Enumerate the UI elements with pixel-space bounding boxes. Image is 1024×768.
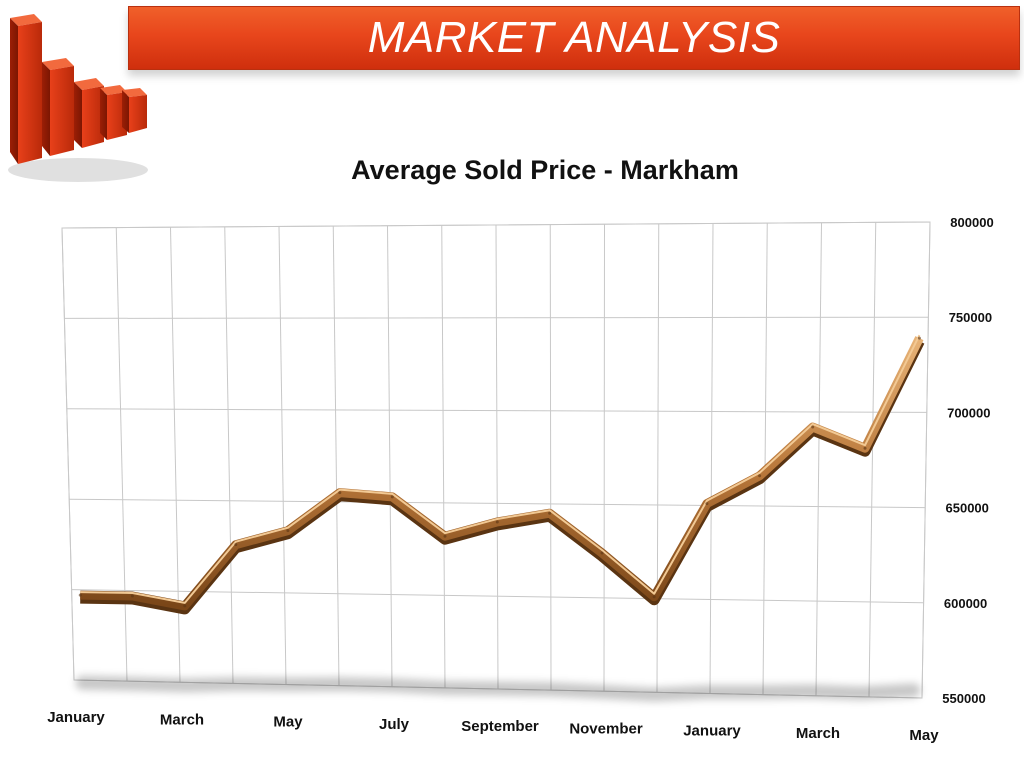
grid-line-vertical <box>332 226 340 686</box>
data-point <box>548 511 552 515</box>
banner-title: MARKET ANALYSIS <box>367 13 781 62</box>
data-point <box>338 491 342 495</box>
grid-line-vertical <box>762 223 768 695</box>
data-point <box>443 534 447 538</box>
y-tick-label: 800000 <box>950 215 993 230</box>
y-tick-label: 650000 <box>946 501 989 516</box>
line-floor-shadow <box>75 675 921 702</box>
y-tick-label: 550000 <box>942 691 985 706</box>
grid-line-vertical <box>441 225 446 688</box>
x-tick-label: March <box>796 725 840 742</box>
y-tick-label: 700000 <box>947 405 990 420</box>
x-tick-label: November <box>569 720 643 737</box>
x-tick-label: September <box>461 718 539 735</box>
grid-line-horizontal <box>69 498 926 509</box>
y-tick-label: 600000 <box>944 596 987 611</box>
grid-line-vertical <box>921 221 931 699</box>
y-tick-label: 750000 <box>949 310 992 325</box>
grid-line-vertical <box>656 223 660 693</box>
x-tick-label: May <box>273 714 303 731</box>
grid-line-vertical <box>224 226 234 684</box>
grid-line-vertical <box>603 224 605 692</box>
data-point <box>758 474 762 478</box>
data-point <box>600 551 604 555</box>
grid-line-vertical <box>278 226 287 685</box>
grid-line-vertical <box>549 224 552 691</box>
grid-line-vertical <box>387 225 393 687</box>
grid-line-vertical <box>868 222 877 697</box>
data-point <box>863 446 867 450</box>
x-tick-label: July <box>379 716 410 733</box>
bar-chart-logo-icon <box>8 14 148 182</box>
grid-line-horizontal <box>71 589 924 604</box>
data-point <box>811 425 815 429</box>
grid-line-vertical <box>815 222 822 696</box>
data-point <box>183 604 187 608</box>
data-point <box>234 543 238 547</box>
grid-line-horizontal <box>61 221 931 229</box>
data-point <box>705 502 709 506</box>
grid-line-vertical <box>495 224 499 690</box>
data-point <box>390 495 394 499</box>
data-point <box>495 520 499 524</box>
grid-line-vertical <box>115 227 128 682</box>
x-tick-label: January <box>683 723 741 740</box>
x-tick-label: January <box>47 709 105 726</box>
data-point <box>130 594 134 598</box>
data-point <box>652 595 656 599</box>
x-tick-label: March <box>160 711 204 728</box>
series-line-highlight <box>80 334 921 604</box>
chart-title: Average Sold Price - Markham <box>351 155 739 185</box>
data-point <box>917 336 921 340</box>
grid-line-vertical <box>61 227 75 681</box>
grid-line-horizontal <box>66 408 927 413</box>
data-point <box>78 593 82 597</box>
x-tick-label: May <box>909 727 939 744</box>
grid-line-horizontal <box>64 316 929 319</box>
data-point <box>286 529 290 533</box>
grid-line-vertical <box>709 223 714 694</box>
header-banner: MARKET ANALYSIS <box>128 6 1020 70</box>
